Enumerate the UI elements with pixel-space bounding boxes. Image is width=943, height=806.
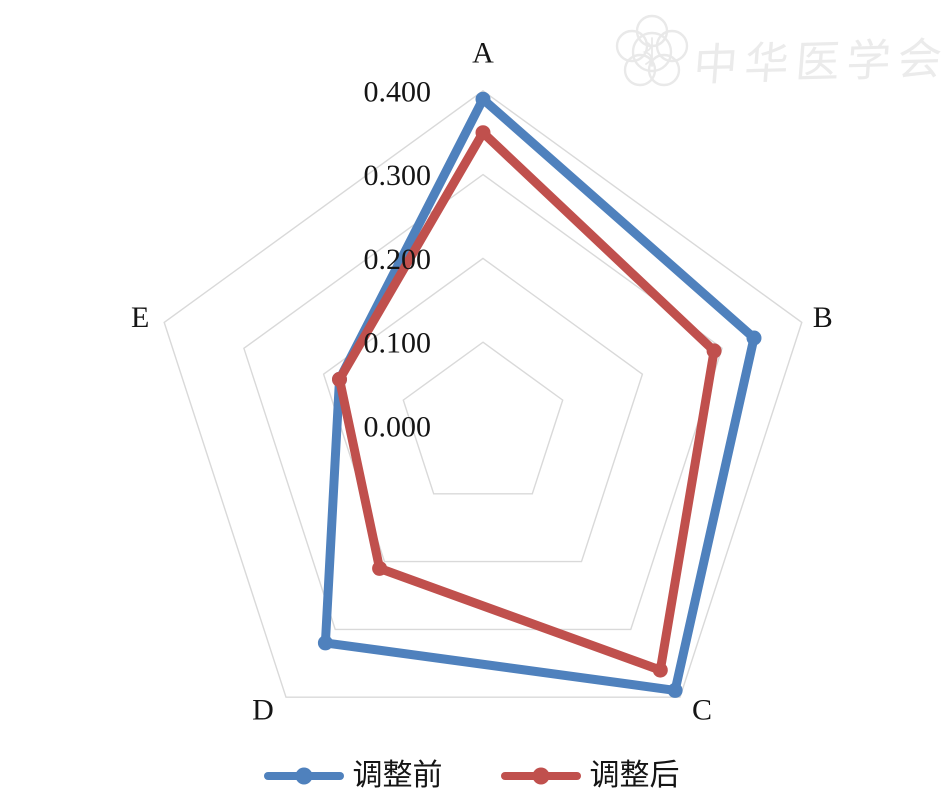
legend-label-after: 调整后	[589, 759, 680, 792]
series-1-marker-C	[652, 662, 668, 678]
series-1-marker-A	[475, 125, 491, 141]
category-label-C: C	[692, 694, 712, 727]
legend-marker-before	[263, 767, 344, 785]
radial-axis-tick-labels: 0.400 0.300 0.200 0.100 0.000	[364, 75, 432, 443]
series-1-marker-B	[706, 343, 722, 359]
category-label-D: D	[252, 694, 274, 727]
series-1-marker-D	[372, 560, 388, 576]
radial-axis-tick: 0.000	[364, 411, 432, 444]
legend-item-before: 调整前	[263, 759, 443, 793]
category-label-A: A	[472, 36, 494, 69]
legend-marker-dot	[532, 767, 549, 785]
series-0-marker-B	[746, 330, 762, 346]
chart-legend: 调整前 调整后	[0, 754, 943, 798]
radial-axis-tick: 0.300	[364, 159, 432, 192]
grid-ring	[163, 89, 803, 698]
series-1-marker-E	[332, 371, 347, 387]
category-label-B: B	[813, 301, 833, 334]
cma-emblem-icon	[615, 14, 689, 87]
radial-axis-tick: 0.400	[364, 75, 432, 108]
watermark-text: 中华医学会	[691, 34, 943, 91]
radial-axis-tick: 0.100	[364, 327, 432, 360]
legend-marker-after	[500, 767, 581, 785]
category-label-E: E	[131, 301, 149, 334]
legend-label-before: 调整前	[352, 759, 443, 792]
legend-item-after: 调整后	[500, 759, 680, 793]
series-0-marker-A	[475, 91, 491, 107]
category-labels: A B C D E	[131, 36, 833, 726]
legend-marker-dot	[295, 767, 312, 785]
series-0-marker-D	[317, 635, 333, 651]
radial-axis-tick: 0.200	[364, 243, 432, 276]
grid-ring	[402, 341, 564, 495]
series-0-marker-C	[667, 682, 683, 698]
series-1-polygon	[335, 128, 719, 675]
series-layer	[317, 91, 762, 698]
